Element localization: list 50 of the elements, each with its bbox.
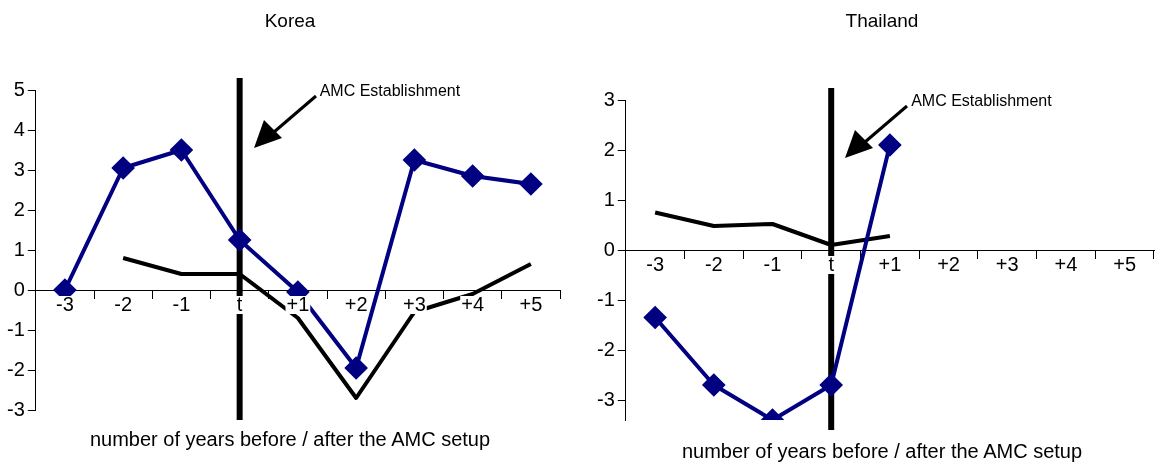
x-axis-title: number of years before / after the AMC setup — [680, 440, 1084, 463]
y-tick-label: 0 — [603, 237, 615, 260]
y-tick-label: 5 — [13, 77, 25, 100]
point — [878, 134, 901, 156]
ref-line-label: AMC Establishment — [911, 92, 1053, 110]
point — [519, 173, 542, 195]
x-tick-label: +4 — [1054, 252, 1078, 275]
point — [170, 139, 193, 161]
x-tick-label: +3 — [995, 252, 1019, 275]
chart-title: Korea — [263, 10, 317, 32]
x-tick-label: -1 — [763, 252, 782, 275]
y-tick-label: -3 — [596, 387, 615, 410]
ref-line-label: AMC Establishment — [319, 82, 461, 100]
point — [403, 149, 426, 171]
x-tick-label: +5 — [1113, 252, 1137, 275]
x-tick-label: -3 — [646, 252, 665, 275]
point — [644, 306, 667, 329]
y-tick-label: 1 — [603, 187, 615, 210]
point — [228, 229, 251, 251]
y-tick-label: 4 — [13, 117, 25, 140]
x-tick-label: +3 — [402, 292, 426, 315]
chart-title: Thailand — [844, 10, 920, 32]
x-tick-label: +4 — [461, 292, 485, 315]
x-tick-label: +2 — [344, 292, 368, 315]
x-tick-label: -1 — [172, 292, 191, 315]
x-tick-label: t — [828, 252, 835, 275]
x-tick-label: -2 — [704, 252, 723, 275]
y-tick-label: 2 — [13, 197, 25, 220]
x-tick-label: +2 — [937, 252, 960, 275]
y-tick-label: -1 — [6, 317, 25, 340]
y-tick-label: 2 — [603, 137, 615, 160]
point — [702, 374, 725, 396]
y-tick-label: 3 — [603, 87, 615, 110]
x-axis-title: number of years before / after the AMC setup — [88, 428, 492, 451]
y-tick-label: -3 — [6, 397, 25, 420]
point — [820, 374, 843, 396]
x-tick-label: +1 — [878, 252, 902, 275]
y-tick-label: -2 — [6, 357, 25, 380]
point — [345, 357, 368, 379]
x-tick-label: -3 — [56, 292, 74, 315]
y-tick-label: -2 — [596, 337, 615, 360]
x-tick-label: +1 — [286, 292, 310, 315]
x-tick-label: +5 — [519, 292, 543, 315]
x-tick-label: -2 — [114, 292, 133, 315]
x-tick-label: t — [236, 292, 243, 315]
y-tick-label: 3 — [13, 157, 25, 180]
point — [461, 165, 484, 187]
y-tick-label: 1 — [13, 237, 25, 260]
point — [112, 157, 135, 179]
y-tick-label: 0 — [13, 277, 25, 300]
